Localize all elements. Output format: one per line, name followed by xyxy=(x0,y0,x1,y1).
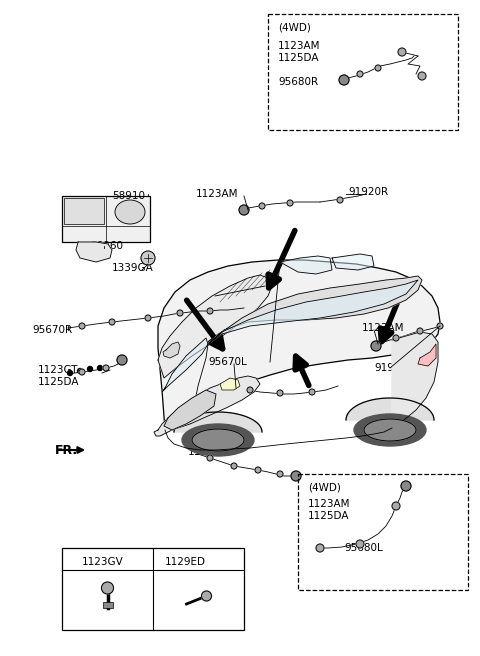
Polygon shape xyxy=(174,412,262,432)
Circle shape xyxy=(277,471,283,477)
Circle shape xyxy=(177,310,183,316)
Circle shape xyxy=(239,205,249,215)
Circle shape xyxy=(309,389,315,395)
Circle shape xyxy=(231,463,237,469)
Circle shape xyxy=(418,72,426,80)
Polygon shape xyxy=(164,390,216,430)
Ellipse shape xyxy=(364,419,416,441)
Text: 1125DA: 1125DA xyxy=(278,53,320,63)
Circle shape xyxy=(339,75,349,85)
Text: 95670R: 95670R xyxy=(32,325,72,335)
Circle shape xyxy=(79,369,85,375)
Polygon shape xyxy=(220,378,240,390)
Circle shape xyxy=(287,200,293,206)
Circle shape xyxy=(393,335,399,341)
Circle shape xyxy=(109,319,115,325)
Bar xyxy=(298,474,468,590)
Circle shape xyxy=(77,369,83,373)
Circle shape xyxy=(398,48,406,56)
Polygon shape xyxy=(418,344,436,366)
Text: 91920L: 91920L xyxy=(374,363,413,373)
Text: 1123AM: 1123AM xyxy=(196,189,239,199)
Circle shape xyxy=(117,355,127,365)
Text: 1123AM: 1123AM xyxy=(278,41,321,51)
Text: (4WD): (4WD) xyxy=(278,23,311,33)
Circle shape xyxy=(356,540,364,548)
FancyBboxPatch shape xyxy=(62,196,150,242)
Ellipse shape xyxy=(115,200,145,224)
Circle shape xyxy=(79,323,85,329)
Text: 1123GT: 1123GT xyxy=(188,435,228,445)
Text: 1123GT: 1123GT xyxy=(38,365,79,375)
Circle shape xyxy=(87,367,93,371)
Text: 95680R: 95680R xyxy=(278,77,318,87)
Ellipse shape xyxy=(192,429,244,451)
Circle shape xyxy=(291,471,301,481)
FancyBboxPatch shape xyxy=(64,198,104,224)
Text: 1125DA: 1125DA xyxy=(188,447,229,457)
Text: 95680L: 95680L xyxy=(344,543,383,553)
Text: 58910: 58910 xyxy=(112,191,145,201)
Text: 58960: 58960 xyxy=(90,241,123,251)
Circle shape xyxy=(97,365,103,371)
Polygon shape xyxy=(332,254,374,270)
Text: 1123AM: 1123AM xyxy=(362,323,405,333)
Polygon shape xyxy=(76,242,112,262)
Text: 1129ED: 1129ED xyxy=(165,557,206,567)
Circle shape xyxy=(255,467,261,473)
Text: 1123AM: 1123AM xyxy=(308,499,350,509)
Ellipse shape xyxy=(182,424,254,456)
Circle shape xyxy=(202,591,212,601)
Circle shape xyxy=(68,371,72,375)
Circle shape xyxy=(316,544,324,552)
Circle shape xyxy=(101,582,113,594)
FancyBboxPatch shape xyxy=(103,602,112,608)
Text: 1123GV: 1123GV xyxy=(82,557,124,567)
Ellipse shape xyxy=(354,414,426,446)
Text: 95670L: 95670L xyxy=(208,357,247,367)
Polygon shape xyxy=(346,398,434,420)
Polygon shape xyxy=(162,338,208,392)
Text: 1125DA: 1125DA xyxy=(38,377,80,387)
Polygon shape xyxy=(280,256,332,274)
Circle shape xyxy=(259,203,265,209)
Text: (4WD): (4WD) xyxy=(308,483,341,493)
Circle shape xyxy=(247,387,253,393)
Polygon shape xyxy=(392,332,438,428)
Text: FR.: FR. xyxy=(55,443,78,457)
Polygon shape xyxy=(208,276,422,344)
Bar xyxy=(268,14,458,130)
Circle shape xyxy=(337,197,343,203)
Text: 1125DA: 1125DA xyxy=(308,511,349,521)
Circle shape xyxy=(392,502,400,510)
Circle shape xyxy=(277,390,283,396)
Text: 91920R: 91920R xyxy=(348,187,388,197)
Polygon shape xyxy=(154,376,260,436)
Circle shape xyxy=(417,328,423,334)
Text: 1339GA: 1339GA xyxy=(112,263,154,273)
Polygon shape xyxy=(158,275,272,378)
Circle shape xyxy=(207,455,213,461)
Bar xyxy=(62,548,244,630)
Circle shape xyxy=(437,323,443,329)
Circle shape xyxy=(207,308,213,314)
Polygon shape xyxy=(158,260,440,430)
Polygon shape xyxy=(208,280,418,344)
Circle shape xyxy=(103,365,109,371)
Circle shape xyxy=(357,71,363,77)
Polygon shape xyxy=(163,342,180,358)
Circle shape xyxy=(401,481,411,491)
Circle shape xyxy=(141,251,155,265)
Circle shape xyxy=(375,65,381,71)
Circle shape xyxy=(371,341,381,351)
Circle shape xyxy=(145,315,151,321)
